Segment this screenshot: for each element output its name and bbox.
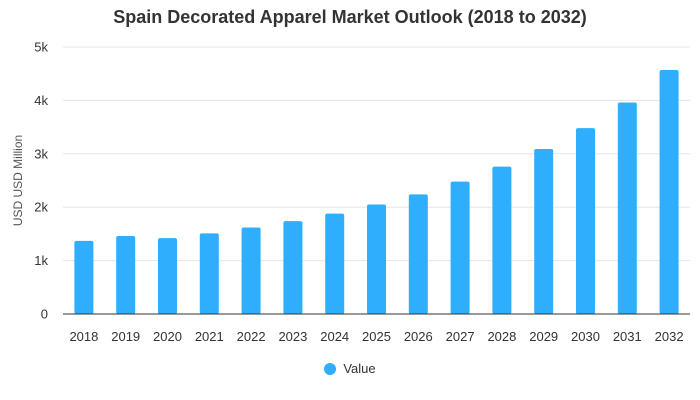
bar-2021[interactable] [199, 233, 219, 314]
legend-swatch-value [324, 362, 337, 375]
bar-2024[interactable] [325, 213, 345, 314]
legend-label-value: Value [343, 361, 376, 376]
y-tick-label: 3k [34, 146, 48, 161]
x-tick-label-2029: 2029 [529, 329, 558, 344]
bar-2019[interactable] [116, 236, 136, 314]
bar-2023[interactable] [283, 221, 303, 314]
x-tick-label-2028: 2028 [487, 329, 516, 344]
x-axis-ticks: 2018 2019 2020 2021 2022 2023 2024 2025 2026 2027… [69, 329, 683, 344]
y-axis-title: USD USD Million [11, 135, 25, 226]
bar-2020[interactable] [158, 238, 177, 314]
x-tick-label-2026: 2026 [404, 329, 433, 344]
bar-2028[interactable] [492, 166, 512, 314]
x-tick-label-2030: 2030 [571, 329, 600, 344]
y-tick-label: 4k [34, 93, 48, 108]
bar-2029[interactable] [534, 148, 554, 314]
y-tick-label: 0 [41, 307, 48, 322]
x-tick-label-2025: 2025 [362, 329, 391, 344]
y-tick-label: 2k [34, 200, 48, 215]
x-tick-label-2027: 2027 [446, 329, 475, 344]
legend[interactable]: Value [0, 361, 700, 376]
bar-2025[interactable] [367, 204, 386, 314]
bar-2022[interactable] [241, 227, 261, 314]
x-tick-label-2024: 2024 [320, 329, 349, 344]
bar-2031[interactable] [617, 102, 637, 314]
bar-2026[interactable] [408, 194, 428, 314]
y-tick-label: 1k [34, 253, 48, 268]
x-tick-label-2021: 2021 [195, 329, 224, 344]
x-tick-label-2023: 2023 [278, 329, 307, 344]
bars [74, 69, 679, 314]
x-tick-label-2022: 2022 [237, 329, 266, 344]
x-tick-label-2019: 2019 [111, 329, 140, 344]
x-tick-label-2032: 2032 [655, 329, 684, 344]
bar-2027[interactable] [450, 181, 470, 314]
x-tick-label-2018: 2018 [69, 329, 98, 344]
chart-title: Spain Decorated Apparel Market Outlook (… [113, 7, 587, 27]
x-tick-label-2020: 2020 [153, 329, 182, 344]
bar-2030[interactable] [576, 128, 595, 314]
bar-2018[interactable] [74, 240, 94, 314]
y-axis-ticks: 0 1k 2k 3k 4k 5k [34, 40, 48, 322]
y-tick-label: 5k [34, 40, 48, 55]
bar-2032[interactable] [659, 69, 679, 314]
x-tick-label-2031: 2031 [613, 329, 642, 344]
